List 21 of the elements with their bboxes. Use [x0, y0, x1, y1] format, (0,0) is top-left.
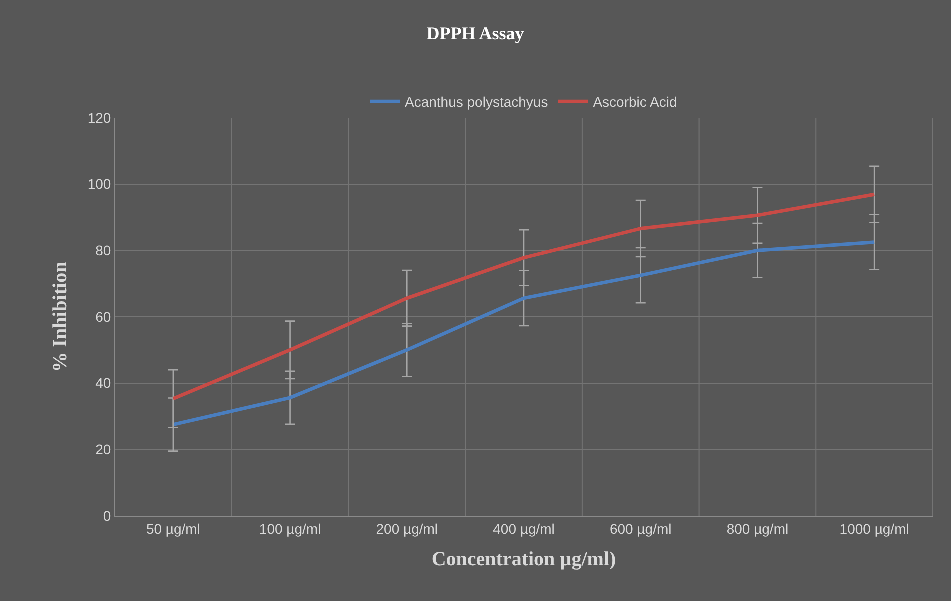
line-series [172, 192, 876, 401]
y-tick-label: 100 [88, 176, 112, 192]
y-tick-label: 40 [96, 375, 112, 392]
x-tick-label: 600 µg/ml [610, 520, 672, 537]
y-tick-label: 120 [88, 110, 112, 126]
x-tick-label: 200 µg/ml [376, 520, 438, 537]
y-tick-label: 80 [96, 242, 112, 259]
x-tick-label: 400 µg/ml [493, 520, 555, 537]
x-tick-label: 800 µg/ml [726, 520, 789, 537]
line-series [172, 240, 876, 427]
x-axis-title: Concentration µg/ml) [432, 548, 616, 570]
y-tick-label: 0 [103, 508, 112, 524]
x-tick-label: 100 µg/ml [259, 520, 322, 537]
legend-label: Ascorbic Acid [593, 94, 678, 110]
x-tick-label: 50 µg/ml [146, 520, 200, 537]
y-tick-label: 20 [96, 442, 112, 458]
legend-label: Acanthus polystachyus [405, 94, 548, 110]
y-axis-title: % Inhibition [49, 262, 72, 372]
y-tick-label: 60 [96, 308, 112, 325]
chart-title: DPPH Assay [426, 24, 524, 44]
x-tick-label: 1000 µg/ml [840, 520, 910, 537]
